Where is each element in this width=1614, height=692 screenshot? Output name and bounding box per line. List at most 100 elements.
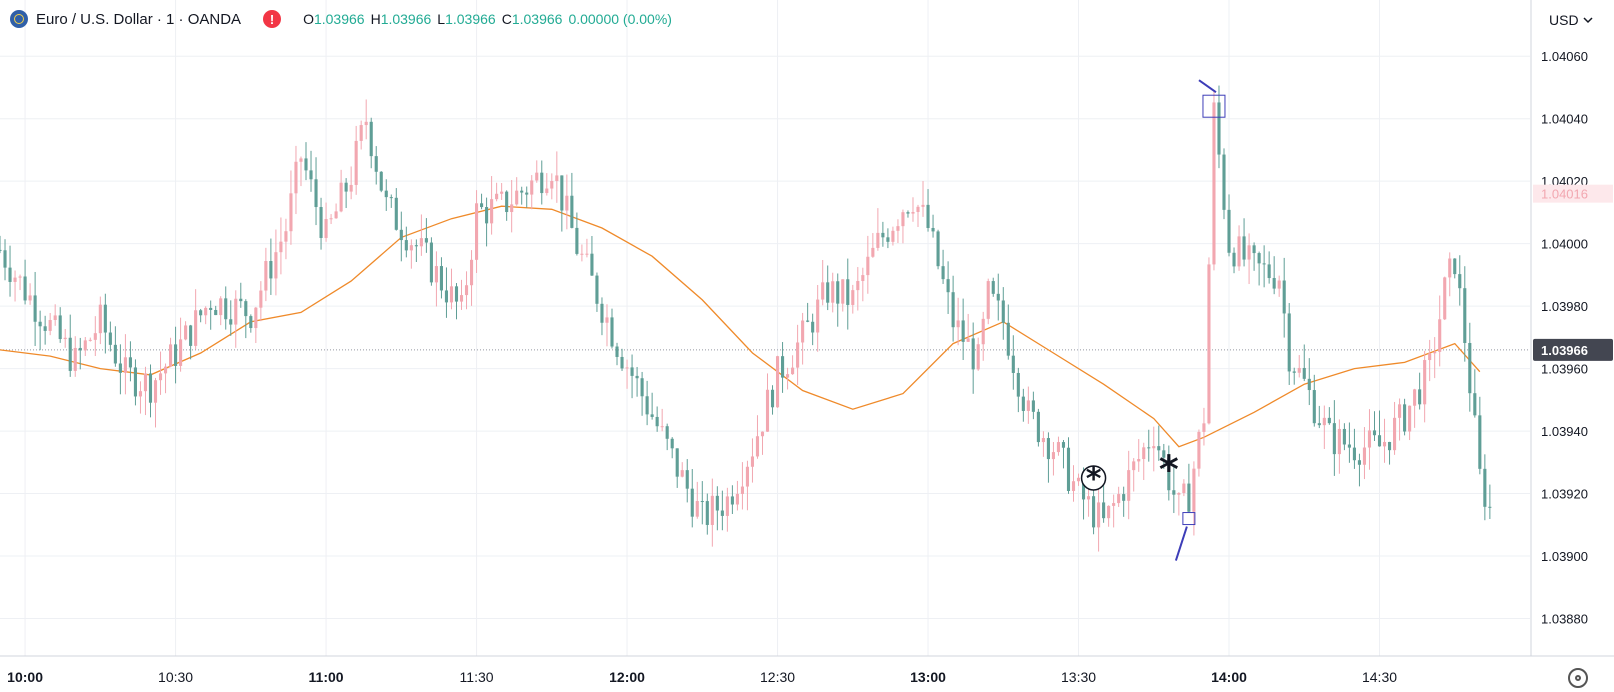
- candle[interactable]: [1362, 427, 1367, 480]
- candle[interactable]: [665, 423, 669, 451]
- candle[interactable]: [495, 182, 499, 202]
- candle[interactable]: [1187, 463, 1191, 513]
- candle[interactable]: [354, 125, 358, 195]
- candle[interactable]: [1147, 429, 1151, 462]
- candle[interactable]: [1071, 465, 1076, 502]
- candle[interactable]: [615, 342, 619, 366]
- candle[interactable]: [43, 315, 47, 345]
- candle[interactable]: [846, 258, 850, 330]
- candle[interactable]: [610, 308, 614, 349]
- candle[interactable]: [1202, 407, 1206, 446]
- candle[interactable]: [510, 179, 514, 233]
- candle[interactable]: [916, 204, 920, 228]
- candle[interactable]: [73, 336, 77, 377]
- candle[interactable]: [219, 296, 223, 326]
- candle[interactable]: [851, 284, 855, 314]
- candle[interactable]: [269, 238, 273, 295]
- candle[interactable]: [831, 272, 835, 313]
- candle[interactable]: [1197, 429, 1201, 477]
- candle[interactable]: [801, 312, 805, 365]
- candle[interactable]: [409, 239, 413, 269]
- candle[interactable]: [93, 316, 97, 357]
- candle[interactable]: [685, 459, 689, 503]
- candle[interactable]: [1006, 304, 1010, 360]
- candle[interactable]: [294, 145, 298, 215]
- candle[interactable]: [1473, 369, 1477, 418]
- candle[interactable]: [740, 462, 744, 510]
- candle[interactable]: [1232, 247, 1236, 274]
- candle[interactable]: [1212, 90, 1216, 271]
- candle[interactable]: [956, 297, 960, 346]
- candle[interactable]: [384, 179, 388, 211]
- candle[interactable]: [78, 337, 82, 370]
- candle[interactable]: [424, 218, 428, 253]
- candle[interactable]: [1468, 322, 1472, 412]
- candle[interactable]: [595, 272, 599, 312]
- candle[interactable]: [1337, 419, 1341, 474]
- candle[interactable]: [1433, 337, 1437, 379]
- candle[interactable]: [866, 235, 870, 294]
- candle[interactable]: [1352, 428, 1356, 469]
- candle[interactable]: [991, 277, 995, 297]
- candle[interactable]: [1297, 355, 1301, 378]
- candle[interactable]: [153, 377, 158, 428]
- candle[interactable]: [545, 173, 549, 196]
- candle[interactable]: [1458, 255, 1462, 306]
- candle[interactable]: [1157, 425, 1161, 461]
- candle[interactable]: [123, 334, 127, 395]
- candle[interactable]: [0, 235, 2, 254]
- candle[interactable]: [364, 99, 368, 140]
- candle[interactable]: [1117, 486, 1121, 507]
- candle[interactable]: [374, 146, 378, 185]
- candle[interactable]: [1026, 386, 1030, 424]
- candle[interactable]: [1372, 411, 1377, 441]
- candle[interactable]: [1277, 275, 1281, 297]
- candle[interactable]: [1102, 479, 1106, 523]
- candle[interactable]: [339, 169, 343, 213]
- candle[interactable]: [279, 217, 283, 275]
- candle[interactable]: [650, 392, 654, 420]
- candle[interactable]: [1097, 486, 1101, 552]
- candle[interactable]: [419, 214, 423, 256]
- symbol-title[interactable]: Euro / U.S. Dollar · 1 · OANDA: [36, 10, 242, 28]
- candle[interactable]: [856, 267, 860, 311]
- candle[interactable]: [349, 166, 353, 200]
- candle[interactable]: [1428, 339, 1432, 382]
- candle[interactable]: [1377, 410, 1382, 447]
- candle[interactable]: [966, 313, 970, 343]
- candle[interactable]: [490, 176, 494, 235]
- candle[interactable]: [113, 326, 117, 367]
- candle[interactable]: [239, 282, 243, 308]
- candle[interactable]: [765, 373, 770, 432]
- candle[interactable]: [891, 226, 895, 246]
- candle[interactable]: [1252, 242, 1256, 271]
- candle[interactable]: [1222, 148, 1226, 220]
- candle[interactable]: [981, 311, 985, 361]
- candle[interactable]: [670, 437, 674, 459]
- candle[interactable]: [1021, 388, 1025, 422]
- candle[interactable]: [439, 257, 443, 299]
- candle[interactable]: [163, 363, 168, 394]
- candle[interactable]: [730, 485, 734, 515]
- candle[interactable]: [525, 186, 529, 208]
- candle[interactable]: [18, 274, 22, 291]
- candle[interactable]: [414, 239, 418, 262]
- candle[interactable]: [379, 171, 383, 193]
- candle[interactable]: [399, 211, 403, 262]
- candle[interactable]: [444, 267, 449, 318]
- candle[interactable]: [224, 286, 228, 330]
- candle[interactable]: [760, 431, 765, 455]
- candle[interactable]: [1167, 445, 1171, 501]
- candle[interactable]: [1217, 85, 1221, 169]
- candle[interactable]: [1292, 367, 1296, 385]
- exclamation-icon[interactable]: !: [263, 10, 282, 28]
- candle[interactable]: [28, 283, 32, 305]
- candle[interactable]: [645, 380, 649, 426]
- candle[interactable]: [1382, 418, 1387, 463]
- candle[interactable]: [1463, 266, 1467, 362]
- candle[interactable]: [1162, 443, 1166, 469]
- candle[interactable]: [690, 469, 694, 528]
- candle[interactable]: [138, 381, 143, 414]
- candle[interactable]: [389, 194, 393, 208]
- candle[interactable]: [660, 408, 664, 432]
